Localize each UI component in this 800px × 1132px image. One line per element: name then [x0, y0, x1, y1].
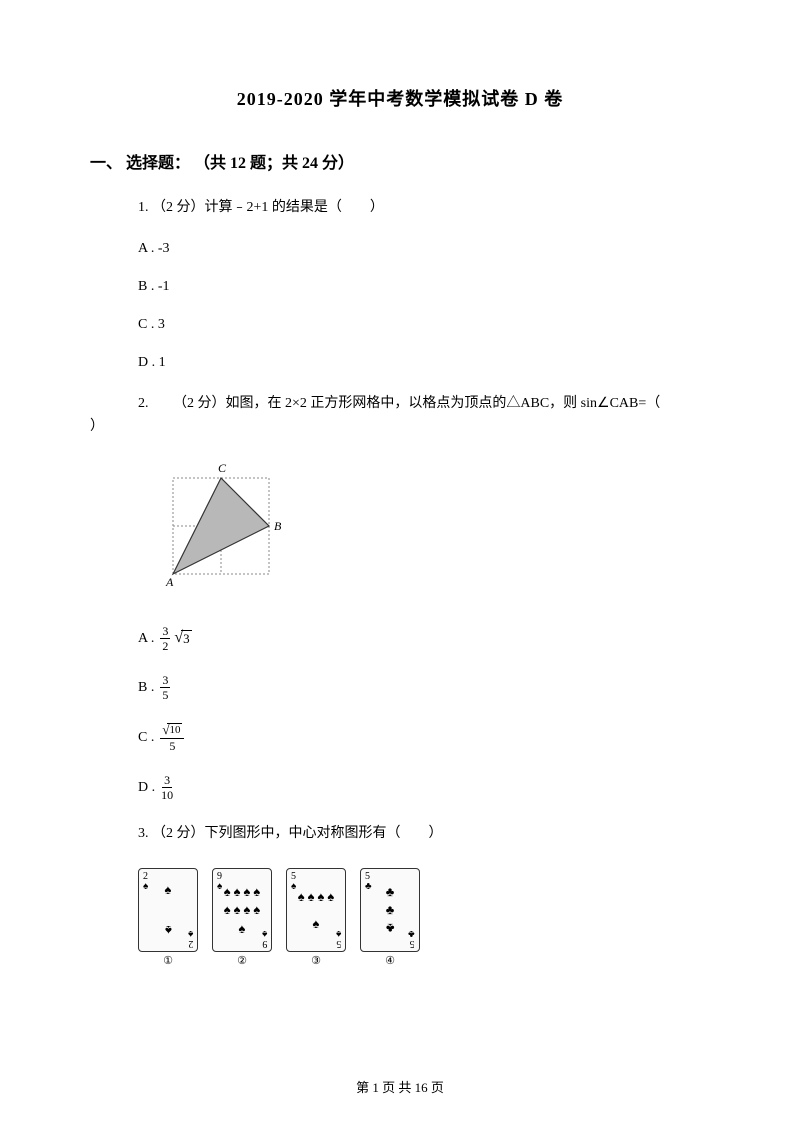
- frac-den: 5: [162, 688, 168, 701]
- frac-den: 2: [162, 639, 168, 652]
- card-label: ③: [311, 954, 321, 967]
- sqrt-icon: √10: [162, 723, 182, 737]
- card-label: ②: [237, 954, 247, 967]
- card-rank-br: 9♠: [262, 928, 267, 948]
- triangle-grid-svg: A B C: [138, 460, 288, 590]
- card-label: ①: [163, 954, 173, 967]
- exam-title: 2019-2020 学年中考数学模拟试卷 D 卷: [90, 85, 710, 111]
- q2-option-a: A . 3 2 √3: [138, 625, 710, 652]
- card-pips: ♠♠ ♠♠ ♠ ♠♠ ♠♠: [221, 883, 263, 937]
- card-pips: ♠♠ ♠ ♠♠: [295, 883, 337, 937]
- frac-den: 10: [161, 788, 173, 801]
- opt-label: D .: [138, 780, 155, 796]
- q3-stem: 3. （2 分）下列图形中，中心对称图形有（ ）: [138, 823, 710, 845]
- playing-card: 2♠ ♠ ♠ 2♠ ①: [138, 868, 198, 952]
- label-c: C: [218, 461, 227, 475]
- section-header: 一、 选择题： （共 12 题；共 24 分）: [90, 149, 710, 173]
- q1-option-a: A . -3: [138, 241, 710, 257]
- q2-option-d: D . 3 10: [138, 774, 710, 801]
- playing-card: 5♠ ♠♠ ♠ ♠♠ 5♠ ③: [286, 868, 346, 952]
- card-pips: ♣ ♣ ♣: [369, 883, 411, 937]
- card-rank-br: 2♠: [188, 928, 193, 948]
- label-b: B: [274, 519, 282, 533]
- q2-stem: 2. （2 分）如图，在 2×2 正方形网格中，以格点为顶点的△ABC，则 si…: [90, 393, 710, 438]
- card-label: ④: [385, 954, 395, 967]
- playing-card: 9♠ ♠♠ ♠♠ ♠ ♠♠ ♠♠ 9♠ ②: [212, 868, 272, 952]
- fraction-icon: 3 2: [160, 625, 170, 652]
- footer-text: 页: [428, 1080, 444, 1095]
- q1-stem: 1. （2 分）计算﹣2+1 的结果是（ ）: [138, 197, 710, 219]
- opt-label: C .: [138, 730, 154, 746]
- q1-option-d: D . 1: [138, 355, 710, 371]
- radicand: 3: [181, 630, 192, 647]
- opt-label: B .: [138, 680, 154, 696]
- card-rank-br: 5♣: [408, 928, 415, 948]
- page-footer: 第 1 页 共 16 页: [0, 1077, 800, 1096]
- q2-figure: A B C: [138, 460, 710, 595]
- frac-num: 3: [160, 625, 170, 639]
- q1-option-c: C . 3: [138, 317, 710, 333]
- footer-text: 页 共: [379, 1080, 415, 1095]
- sqrt-icon: √3: [174, 630, 191, 647]
- q2-option-b: B . 3 5: [138, 674, 710, 701]
- fraction-icon: 3 5: [160, 674, 170, 701]
- q2-option-c: C . √10 5: [138, 723, 710, 752]
- frac-num: 3: [160, 674, 170, 688]
- fraction-icon: √10 5: [160, 723, 184, 752]
- radicand: 10: [167, 723, 182, 737]
- card-pips: ♠ ♠: [147, 883, 189, 937]
- cards-row: 2♠ ♠ ♠ 2♠ ① 9♠ ♠♠ ♠♠ ♠ ♠♠ ♠♠ 9♠ ② 5♠: [138, 868, 710, 952]
- card-rank-br: 5♠: [336, 928, 341, 948]
- playing-card: 5♣ ♣ ♣ ♣ 5♣ ④: [360, 868, 420, 952]
- q1-option-b: B . -1: [138, 279, 710, 295]
- page-total: 16: [415, 1080, 428, 1095]
- label-a: A: [165, 575, 174, 589]
- footer-text: 第: [356, 1080, 372, 1095]
- frac-num: √10: [160, 723, 184, 739]
- q2-stem-text: 2. （2 分）如图，在 2×2 正方形网格中，以格点为顶点的△ABC，则 si…: [138, 396, 660, 411]
- frac-den: 5: [169, 739, 175, 752]
- fraction-icon: 3 10: [161, 774, 173, 801]
- frac-num: 3: [162, 774, 172, 788]
- q2-stem-close: ）: [90, 419, 104, 434]
- opt-label: A .: [138, 631, 154, 647]
